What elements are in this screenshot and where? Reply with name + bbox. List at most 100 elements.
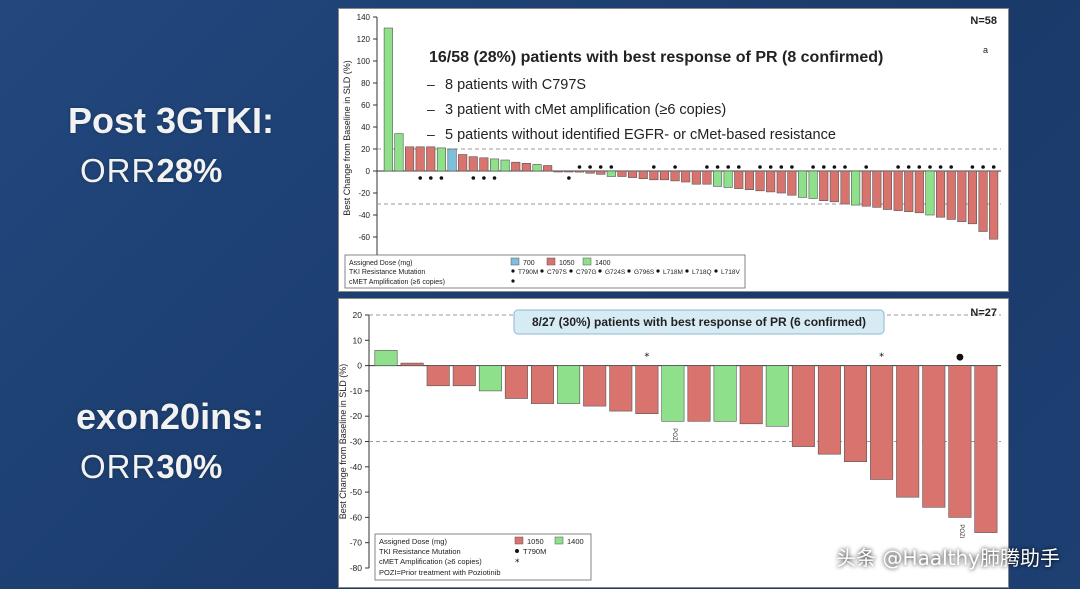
waterfall-bar: [922, 365, 946, 508]
legend-mutation-marker: [515, 549, 519, 553]
y-tick-label: -20: [350, 411, 363, 421]
legend-mutation-label: G796S: [634, 269, 655, 276]
y-tick-label: -10: [350, 386, 363, 396]
waterfall-bar: [978, 170, 988, 232]
exon20ins-title: exon20ins:: [76, 396, 265, 437]
legend-mutation-label: L718Q: [692, 269, 712, 276]
legend-dose-swatch: [514, 536, 524, 545]
waterfall-bar: [383, 27, 393, 172]
legend-cmet-marker: *: [515, 558, 520, 568]
waterfall-bar: [490, 158, 500, 172]
waterfall-bar: [511, 161, 521, 172]
mutation-marker: [822, 165, 826, 169]
waterfall-bar: [553, 170, 563, 173]
mutation-marker: [418, 176, 422, 180]
waterfall-bar: [617, 170, 627, 177]
legend-dose-label: 700: [523, 260, 535, 267]
legend-mutation-label: L718M: [663, 269, 683, 276]
headline-box: [513, 309, 885, 335]
y-axis-label: Best Change from Baseline in SLD (%): [342, 60, 352, 216]
waterfall-bar: [893, 170, 903, 211]
waterfall-bar: [661, 365, 685, 422]
mutation-marker: [928, 165, 932, 169]
y-tick-label: -70: [350, 538, 363, 548]
waterfall-bar: [702, 170, 712, 185]
waterfall-bar: [840, 170, 850, 205]
waterfall-bar: [687, 365, 711, 422]
mutation-marker: [609, 165, 614, 169]
mutation-marker: [471, 176, 476, 180]
mutation-marker: [768, 165, 773, 169]
mutation-marker: [482, 176, 486, 180]
mutation-marker: [981, 165, 985, 169]
legend-mutation-label: T790M: [518, 269, 538, 276]
headline-superscript: a: [983, 45, 988, 55]
mutation-marker: [567, 176, 571, 180]
mutation-marker: [938, 165, 943, 169]
y-tick-label: 120: [357, 35, 371, 44]
waterfall-bar: [426, 146, 436, 172]
waterfall-bar: [935, 170, 946, 218]
waterfall-bar: [436, 147, 446, 172]
waterfall-bar: [734, 170, 744, 189]
legend-mutation-label: C797G: [576, 269, 597, 276]
mutation-marker: [588, 165, 592, 169]
waterfall-bar: [948, 365, 972, 518]
legend-dose-label: 1400: [567, 537, 584, 546]
mutation-marker: [949, 165, 953, 169]
legend-mutation-marker: [685, 269, 689, 273]
orr-label: ORR: [80, 152, 157, 189]
y-tick-label: 60: [361, 101, 370, 110]
waterfall-bar: [819, 170, 829, 202]
headline-text: 16/58 (28%) patients with best response …: [429, 49, 883, 66]
legend-mutation-marker: [540, 269, 544, 273]
y-tick-label: 0: [366, 167, 371, 176]
mutation-marker: [673, 165, 677, 169]
mutation-marker: [726, 165, 730, 169]
headline-text: 8/27 (30%) patients with best response o…: [532, 315, 866, 329]
pozi-annotation: POZI: [671, 428, 677, 442]
bullet-text: 3 patient with cMet amplification (≥6 co…: [445, 102, 726, 118]
bullet-text: 5 patients without identified EGFR- or c…: [445, 127, 836, 143]
bullet-text: 8 patients with C797S: [445, 77, 586, 93]
mutation-marker: [991, 165, 996, 169]
y-tick-label: 20: [353, 310, 363, 320]
waterfall-bar: [374, 350, 398, 366]
mutation-marker: [843, 165, 847, 169]
y-tick-label: 20: [361, 145, 370, 154]
exon20ins-orr: ORR30%: [80, 448, 222, 486]
waterfall-bar: [670, 170, 680, 182]
waterfall-bar: [583, 365, 607, 407]
waterfall-bar: [957, 170, 967, 222]
legend-mutation-marker: [656, 269, 660, 273]
y-tick-label: -60: [358, 233, 370, 242]
waterfall-bar: [691, 170, 701, 185]
waterfall-bar: [635, 365, 659, 414]
legend-cmet-marker: [511, 279, 515, 283]
mutation-marker: [598, 165, 603, 169]
waterfall-bar: [478, 365, 502, 392]
waterfall-bar: [914, 170, 924, 214]
orr-value: 30%: [156, 448, 223, 485]
waterfall-bar: [851, 170, 861, 206]
waterfall-bar: [400, 362, 424, 366]
legend-mutation-label: G724S: [605, 269, 626, 276]
mutation-marker: [439, 176, 444, 180]
y-tick-label: -80: [350, 563, 363, 573]
waterfall-bar: [609, 365, 633, 412]
waterfall-bar: [447, 148, 457, 172]
mutation-marker: [758, 165, 762, 169]
waterfall-bar: [861, 170, 871, 207]
y-tick-label: 0: [357, 361, 362, 371]
orr-value: 28%: [156, 152, 223, 189]
legend-mutation-marker: [598, 269, 602, 273]
legend-dose-swatch: [582, 257, 592, 266]
waterfall-bar: [564, 170, 574, 173]
n-count-label: N=27: [970, 307, 997, 319]
mutation-marker: [705, 165, 709, 169]
waterfall-bar: [817, 365, 841, 455]
waterfall-bar: [531, 365, 555, 404]
watermark-text: 头条 @Haalthy肺腾助手: [836, 546, 1060, 570]
waterfall-bar: [394, 133, 404, 172]
